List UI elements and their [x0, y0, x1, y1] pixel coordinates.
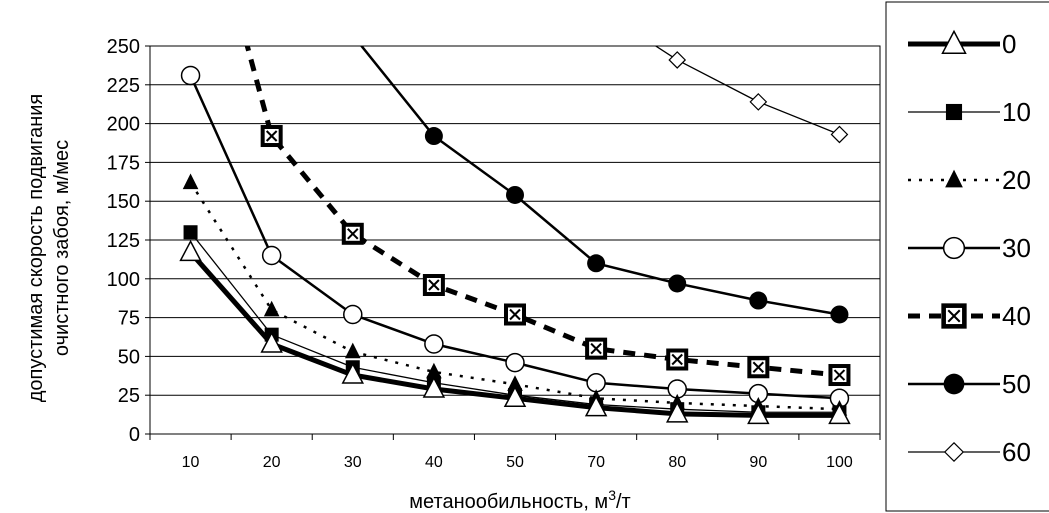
series-30: [180, 65, 850, 409]
x-tick-label: 80: [668, 454, 686, 471]
data-point: [943, 441, 965, 463]
data-point: [828, 402, 851, 425]
data-point: [587, 254, 606, 273]
y-tick-label: 50: [118, 346, 140, 368]
data-point: [830, 305, 849, 324]
y-tick-label: 150: [107, 191, 140, 213]
y-tick-label: 225: [107, 75, 140, 97]
data-point: [179, 239, 202, 262]
data-point: [341, 222, 364, 245]
data-point: [942, 236, 966, 260]
data-point: [422, 376, 446, 398]
data-point: [182, 173, 199, 190]
data-point: [344, 342, 361, 359]
y-axis-label-line-2: очистного забоя, м/мес: [51, 140, 73, 356]
legend-item: 60: [908, 437, 1031, 467]
x-tick-label: 10: [182, 454, 200, 471]
plot-area: [179, 26, 851, 425]
data-point: [749, 291, 768, 310]
legend-label: 60: [1002, 437, 1031, 467]
legend-label: 30: [1002, 233, 1031, 263]
x-axis-label-main: метанообильность, м: [409, 491, 608, 513]
x-tick-label: 50: [506, 454, 524, 471]
legend-item: 30: [908, 233, 1031, 263]
data-point: [668, 51, 687, 69]
data-point: [828, 364, 851, 387]
data-point: [747, 402, 770, 425]
y-tick-label: 125: [107, 230, 140, 252]
data-point: [945, 103, 963, 121]
x-axis-label-sup: 3: [608, 487, 616, 503]
series-60: [654, 46, 849, 144]
legend-label: 50: [1002, 369, 1031, 399]
y-axis: 0 25 50 75 100 125 150 175 200 225 250: [107, 36, 150, 446]
data-point: [263, 300, 280, 317]
legend-label: 40: [1002, 301, 1031, 331]
y-tick-label: 100: [107, 269, 140, 291]
data-point: [343, 304, 363, 325]
x-axis-label: метанообильность, м3/т: [409, 487, 630, 513]
x-axis-label-tail: /т: [616, 491, 631, 513]
data-point: [260, 125, 283, 148]
legend-label: 20: [1002, 165, 1031, 195]
x-tick-label: 20: [263, 454, 281, 471]
legend-item: 20: [908, 165, 1031, 195]
data-point: [584, 395, 608, 417]
data-point: [422, 274, 445, 297]
legend-label: 0: [1002, 29, 1016, 59]
data-point: [505, 352, 525, 373]
series-40: [244, 46, 851, 387]
legend-item: 50: [908, 369, 1031, 399]
y-tick-label: 175: [107, 152, 140, 174]
series-20: [182, 173, 848, 416]
data-point: [666, 348, 689, 371]
data-point: [747, 356, 770, 379]
data-point: [261, 245, 282, 266]
data-point: [506, 185, 524, 204]
x-axis: 10 20 30 40 50 70 80 90 100: [149, 434, 881, 471]
x-tick-label: 100: [826, 454, 853, 471]
data-point: [503, 385, 527, 408]
data-point: [344, 26, 362, 44]
data-point: [941, 29, 967, 54]
legend-item: 10: [908, 97, 1031, 127]
data-point: [424, 127, 443, 146]
data-point: [585, 337, 608, 360]
data-point: [180, 65, 201, 86]
data-point: [260, 331, 283, 353]
data-point: [749, 93, 768, 111]
y-tick-label: 200: [107, 114, 140, 136]
data-point: [941, 303, 967, 329]
legend-label: 10: [1002, 97, 1031, 127]
x-tick-label: 40: [425, 454, 443, 471]
legend-box: [885, 1, 1049, 512]
x-tick-label: 30: [344, 454, 362, 471]
y-tick-label: 25: [118, 385, 140, 407]
y-tick-label: 0: [129, 424, 140, 446]
data-point: [945, 169, 963, 188]
data-point: [943, 373, 965, 395]
data-point: [586, 373, 606, 393]
data-point: [665, 401, 689, 423]
legend-item: 0: [908, 29, 1016, 59]
series-50: [344, 26, 849, 324]
data-point: [504, 303, 526, 326]
data-point: [668, 274, 687, 293]
series-line: [654, 46, 840, 136]
data-point: [341, 362, 365, 384]
data-point: [183, 225, 198, 240]
legend-item: 40: [908, 301, 1031, 331]
data-point: [424, 334, 444, 354]
legend: 0 10 20 30 40 50 60: [885, 1, 1049, 512]
series-0: [179, 239, 851, 425]
y-tick-label: 75: [118, 308, 140, 330]
data-point: [830, 125, 849, 144]
y-axis-label-line-1: допустимая скорость подвигания: [25, 94, 47, 402]
x-tick-label: 70: [587, 454, 605, 471]
x-tick-label: 90: [749, 454, 767, 471]
y-tick-label: 250: [107, 36, 140, 58]
